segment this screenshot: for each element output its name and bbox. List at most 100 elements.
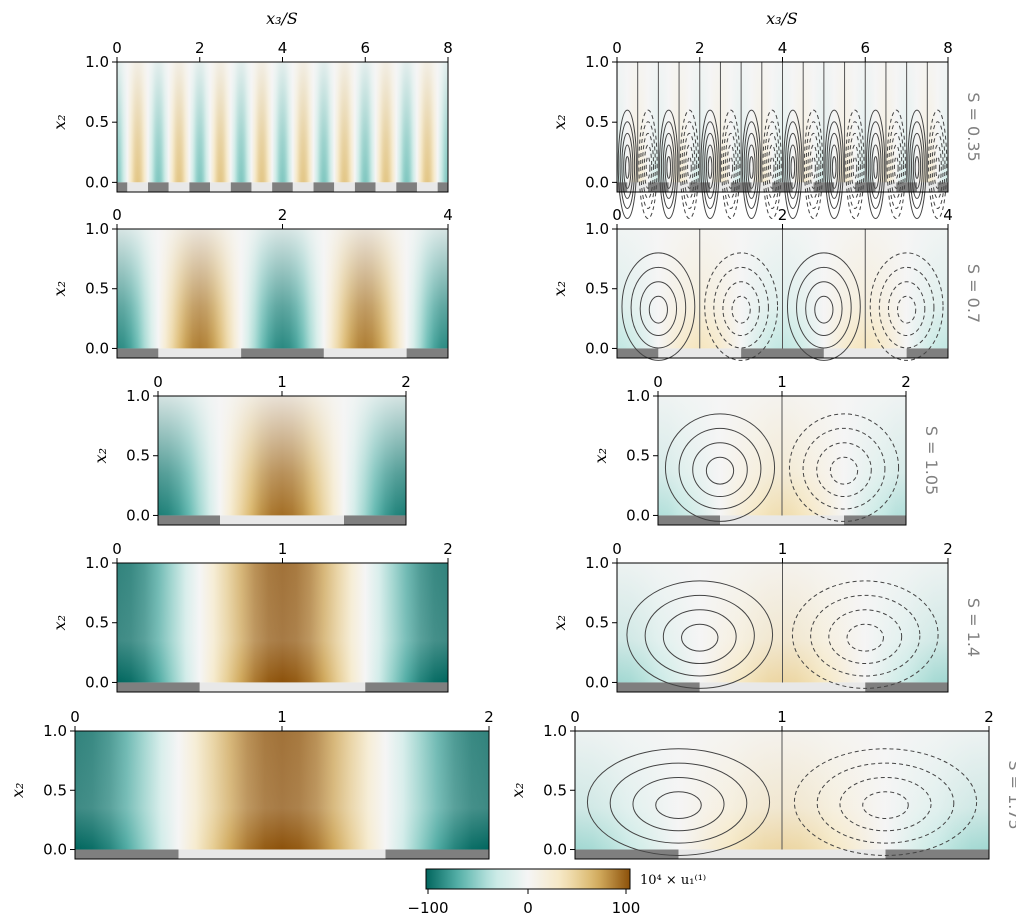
boundary-segment [875, 182, 897, 192]
vortex-contour-negative [816, 442, 872, 498]
vortex-contour-positive [873, 156, 878, 179]
y-tick-label: 0.0 [543, 841, 567, 859]
vortex-contour-negative [768, 144, 777, 189]
colorbar-tick-zero: 0 [523, 899, 533, 916]
panel-right-3: 0.0 0.5 1.0 x₂ 0 1 2 S = 1.05 [591, 373, 941, 526]
vortex-contour-negative [933, 144, 942, 189]
vortex-contour-positive [639, 281, 678, 337]
boundary-segment [168, 182, 190, 192]
vortex-contour-positive [865, 109, 886, 219]
vortex-contour-positive [824, 109, 844, 219]
vortex-contour-negative [810, 594, 921, 677]
vortex-contour-negative [704, 252, 779, 361]
y-axis-label: x₂ [550, 615, 569, 630]
vortex-contour-positive [786, 132, 799, 199]
vortex-contour-negative [803, 109, 824, 219]
panel-right-5: 0.0 0.5 1.0 x₂ 0 1 2 S = 1.75 [508, 708, 1016, 860]
panels: 0.0 0.5 1.0 x₂ 0 2 4 6 8 0.0 0.5 1.0 x₂ 0 2 4 6 8 S = 0.35… [8, 39, 1016, 860]
x-tick-label: 0 [112, 206, 122, 224]
vortex-contour-positive [630, 266, 687, 349]
x-tick-label: 4 [943, 206, 953, 224]
y-tick-label: 0.5 [85, 614, 109, 632]
boundary-segment [916, 182, 938, 192]
y-tick-label: 0.0 [85, 173, 109, 191]
boundary-segment [658, 348, 742, 358]
boundary-segment [834, 182, 855, 192]
boundary-segment [823, 348, 907, 358]
vortex-contour-negative [890, 132, 903, 199]
y-tick-label: 0.5 [85, 113, 109, 131]
vortex-contour-positive [623, 144, 632, 189]
boundary-segment [292, 182, 314, 192]
vortex-contour-negative [928, 109, 948, 219]
vortex-contour-positive [826, 121, 843, 209]
boundary-segment [710, 182, 731, 192]
vortex-contour-negative [809, 144, 818, 189]
vortex-contour-positive [790, 156, 796, 179]
vortex-contour-positive [828, 132, 841, 199]
boundary-segment [658, 515, 720, 525]
boundary-segment [751, 182, 773, 192]
vortex-contour-negative [793, 748, 978, 856]
boundary-segment [365, 682, 448, 692]
vortex-contour-positive [700, 109, 720, 219]
boundary-segment [344, 515, 406, 525]
boundary-segment [158, 515, 220, 525]
y-tick-label: 0.5 [43, 781, 67, 799]
colorbar: −100 0 100 10⁴ × u₁⁽¹⁾ [407, 868, 706, 916]
y-tick-label: 1.0 [585, 220, 609, 238]
vortex-contour-negative [681, 121, 698, 209]
vortex-contour-positive [625, 156, 630, 179]
x-tick-label: 0 [70, 708, 80, 726]
y-tick-label: 0.0 [585, 173, 609, 191]
row-s-label: S = 0.35 [964, 92, 983, 161]
vortex-contour-positive [648, 295, 668, 324]
vortex-contour-negative [645, 156, 651, 179]
vortex-contour-positive [786, 252, 861, 361]
y-tick-label: 0.5 [585, 113, 609, 131]
y-tick-label: 1.0 [585, 554, 609, 572]
boundary-segment [617, 182, 628, 192]
boundary-segment [313, 182, 335, 192]
vortex-contour-positive [796, 266, 852, 349]
y-tick-label: 0.5 [126, 447, 150, 465]
boundary-segment [323, 348, 407, 358]
x-tick-label: 4 [778, 39, 788, 57]
boundary-segment [117, 182, 128, 192]
y-tick-label: 0.5 [585, 280, 609, 298]
boundary-segment [220, 515, 344, 525]
vortex-contour-negative [722, 121, 739, 209]
boundary-segment [75, 849, 179, 859]
boundary-segment [906, 348, 948, 358]
boundary-segment [416, 182, 438, 192]
vortex-contour-positive [909, 121, 925, 209]
vortex-contour-negative [807, 132, 820, 199]
boundary-segment [617, 348, 659, 358]
vortex-contour-negative [850, 144, 860, 189]
boundary-segment [158, 348, 242, 358]
y-tick-label: 1.0 [85, 220, 109, 238]
y-tick-label: 0.5 [85, 280, 109, 298]
vortex-contour-negative [869, 252, 944, 361]
vortex-contour-negative [847, 121, 863, 209]
x-tick-label: 6 [360, 39, 370, 57]
boundary-segment [127, 182, 149, 192]
vortex-contour-negative [724, 132, 737, 199]
vortex-contour-positive [702, 121, 718, 209]
vortex-contour-negative [713, 266, 769, 349]
x-tick-label: 2 [443, 540, 453, 558]
vortex-contour-negative [728, 156, 734, 179]
panel-right-1: 0.0 0.5 1.0 x₂ 0 2 4 6 8 S = 0.35 [550, 39, 983, 219]
x-tick-label: 1 [277, 708, 287, 726]
vortex-contour-positive [745, 132, 758, 199]
x-tick-label: 1 [277, 373, 287, 391]
x-tick-label: 2 [984, 708, 994, 726]
vortex-contour-positive [914, 156, 920, 179]
x-tick-label: 2 [484, 708, 494, 726]
y-axis-label: x₂ [8, 783, 27, 798]
vortex-contour-positive [660, 121, 677, 209]
row-s-label: S = 1.75 [1005, 760, 1016, 829]
vortex-contour-positive [705, 144, 715, 189]
x-tick-label: 6 [860, 39, 870, 57]
